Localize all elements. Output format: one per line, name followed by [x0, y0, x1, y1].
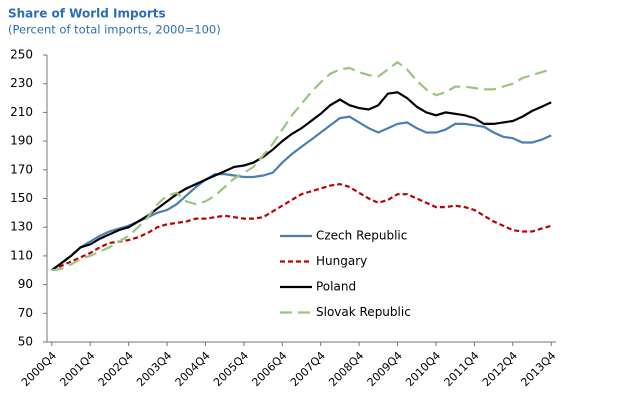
y-tick-label: 150 — [10, 191, 33, 205]
legend-label: Slovak Republic — [316, 305, 411, 319]
y-tick-label: 190 — [10, 134, 33, 148]
x-tick-label: 2001Q4 — [57, 349, 97, 389]
x-tick-label: 2004Q4 — [173, 349, 213, 389]
x-tick-label: 2007Q4 — [288, 349, 328, 389]
legend-label: Hungary — [316, 254, 367, 268]
chart-title: Share of World Imports — [8, 7, 166, 21]
x-tick-label: 2002Q4 — [96, 349, 136, 389]
x-tick-label: 2005Q4 — [211, 349, 251, 389]
x-tick-label: 2008Q4 — [326, 349, 366, 389]
y-tick-label: 50 — [18, 335, 33, 349]
x-tick-label: 2012Q4 — [480, 349, 520, 389]
y-tick-label: 170 — [10, 162, 33, 176]
series-line — [51, 182, 552, 272]
y-tick-label: 90 — [18, 277, 33, 291]
legend-label: Poland — [316, 280, 356, 294]
x-tick-label: 2010Q4 — [403, 349, 443, 389]
x-tick-label: 2006Q4 — [249, 349, 289, 389]
y-tick-label: 210 — [10, 105, 33, 119]
series-line — [51, 60, 552, 272]
x-tick-label: 2003Q4 — [134, 349, 174, 389]
y-tick-label: 110 — [10, 248, 33, 262]
x-tick-label: 2000Q4 — [19, 349, 59, 389]
chart-subtitle: (Percent of total imports, 2000=100) — [8, 23, 221, 37]
y-tick-label: 70 — [18, 306, 33, 320]
x-tick-label: 2013Q4 — [518, 349, 558, 389]
y-tick-label: 250 — [10, 48, 33, 62]
legend-label: Czech Republic — [316, 229, 407, 243]
y-tick-label: 230 — [10, 76, 33, 90]
y-tick-label: 130 — [10, 220, 33, 234]
series-line — [51, 91, 552, 272]
x-tick-label: 2011Q4 — [442, 349, 482, 389]
x-tick-label: 2009Q4 — [365, 349, 405, 389]
